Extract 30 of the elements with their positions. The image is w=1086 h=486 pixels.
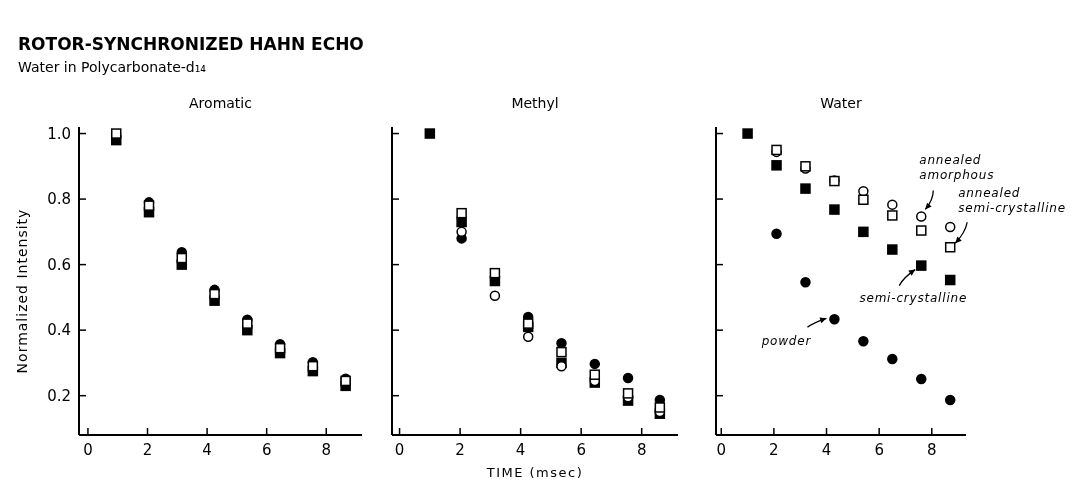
x-tick-label: 0: [83, 441, 93, 459]
x-tick-label: 8: [321, 441, 332, 459]
y-axis-title: Normalized Intensity: [14, 208, 30, 374]
y-tick-label: 0.8: [47, 190, 71, 209]
x-tick-label: 8: [927, 441, 937, 459]
x-tick-label: 6: [874, 441, 884, 459]
x-tick-label: 0: [394, 441, 405, 459]
y-tick-label: 1.0: [47, 124, 71, 143]
x-tick-label: 6: [261, 441, 272, 459]
x-tick-label: 2: [142, 441, 153, 459]
chart-title: Methyl: [511, 95, 559, 111]
annotation: annealed semi-crystalline: [958, 186, 1066, 216]
x-tick-label: 4: [202, 441, 212, 459]
y-tick-label: 0.2: [47, 386, 71, 405]
x-tick-label: 4: [821, 441, 832, 459]
text: ROTOR-SYNCHRONIZED HAHN ECHO: [18, 34, 364, 54]
x-tick-label: 0: [716, 441, 727, 459]
annotation: powder: [760, 334, 812, 349]
chart-title: Aromatic: [189, 95, 252, 111]
chart-title: Water: [820, 95, 862, 111]
x-tick-label: 4: [515, 441, 526, 459]
annotation: semi-crystalline: [859, 290, 968, 305]
y-tick-label: 0.4: [47, 321, 71, 340]
x-tick-label: 8: [636, 441, 647, 459]
text: Water in Polycarbonate-d₁₄: [18, 59, 207, 75]
y-tick-label: 0.6: [47, 255, 71, 274]
x-axis-title: TIME (msec): [485, 465, 584, 480]
x-tick-label: 6: [576, 441, 586, 459]
x-tick-label: 2: [455, 441, 465, 459]
x-tick-label: 2: [769, 441, 779, 459]
